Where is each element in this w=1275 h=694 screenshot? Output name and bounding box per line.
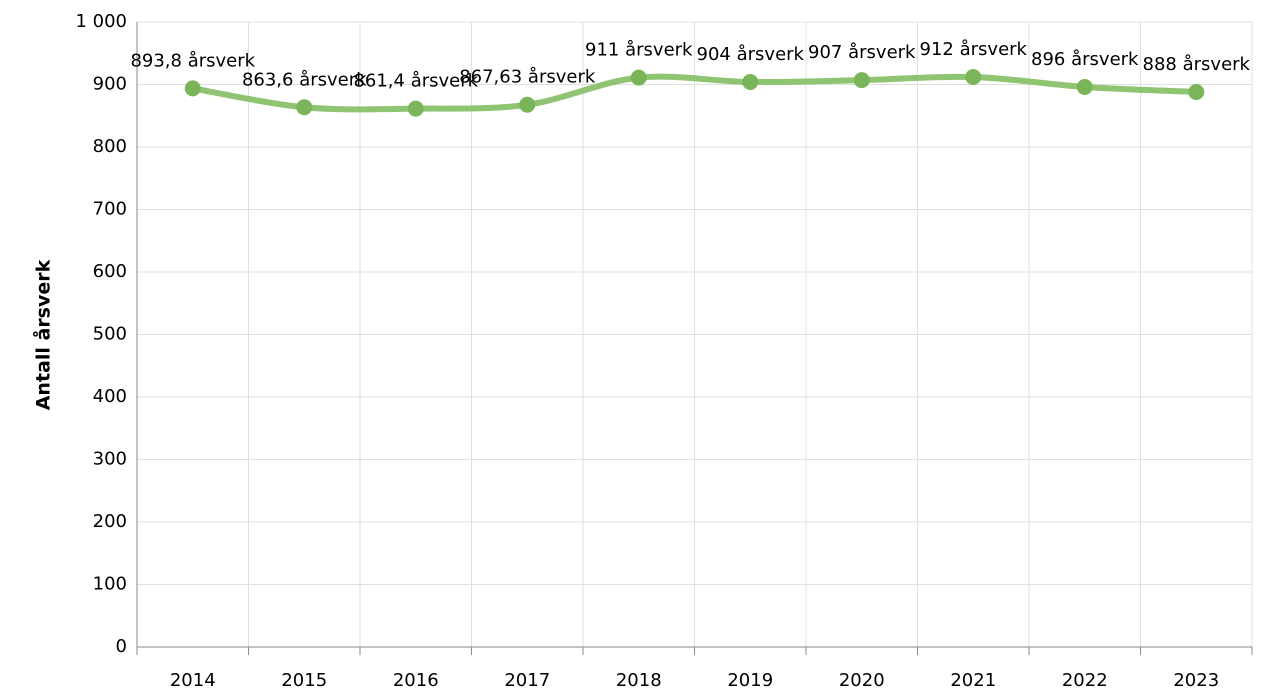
x-tick-label: 2022 bbox=[1062, 670, 1108, 691]
y-tick-label: 500 bbox=[93, 324, 127, 345]
x-tick-label: 2021 bbox=[950, 670, 996, 691]
data-label: 863,6 årsverk bbox=[242, 69, 367, 90]
x-tick-label: 2014 bbox=[170, 670, 216, 691]
data-label: 888 årsverk bbox=[1143, 54, 1251, 75]
y-tick-label: 1 000 bbox=[75, 11, 127, 32]
x-tick-label: 2017 bbox=[504, 670, 550, 691]
marker bbox=[1188, 84, 1205, 100]
data-label: 912 årsverk bbox=[920, 39, 1028, 60]
x-tick-label: 2020 bbox=[839, 670, 885, 691]
line bbox=[189, 73, 1200, 113]
marker bbox=[853, 72, 870, 89]
y-tick-label: 700 bbox=[93, 199, 127, 220]
marker bbox=[184, 80, 201, 97]
data-label: 896 årsverk bbox=[1031, 49, 1139, 70]
data-label: 867,63 årsverk bbox=[459, 67, 596, 88]
y-tick-label: 300 bbox=[93, 449, 127, 470]
data-label: 893,8 årsverk bbox=[130, 50, 255, 71]
data-label: 904 årsverk bbox=[697, 44, 805, 65]
x-tick-label: 2023 bbox=[1173, 670, 1219, 691]
y-tick-label: 100 bbox=[93, 574, 127, 595]
x-tick-label: 2019 bbox=[727, 670, 773, 691]
y-tick-label: 400 bbox=[93, 386, 127, 407]
x-tick-label: 2016 bbox=[393, 670, 439, 691]
marker bbox=[965, 69, 982, 85]
marker bbox=[519, 96, 536, 113]
marker bbox=[630, 69, 647, 86]
y-tick-label: 200 bbox=[93, 511, 127, 532]
y-axis-title: Antall årsverk bbox=[31, 259, 55, 410]
y-tick-label: 800 bbox=[93, 136, 127, 157]
marker bbox=[742, 74, 759, 90]
y-tick-label: 600 bbox=[93, 261, 127, 282]
y-tick-label: 0 bbox=[116, 636, 127, 657]
marker bbox=[296, 99, 313, 116]
data-label: 861,4 årsverk bbox=[353, 71, 478, 92]
marker bbox=[1076, 79, 1093, 95]
marker bbox=[407, 100, 424, 117]
x-tick-label: 2018 bbox=[616, 670, 662, 691]
y-tick-label: 900 bbox=[93, 74, 127, 95]
data-label: 911 årsverk bbox=[585, 40, 693, 61]
data-label: 907 årsverk bbox=[808, 42, 916, 63]
x-tick-label: 2015 bbox=[281, 670, 327, 691]
